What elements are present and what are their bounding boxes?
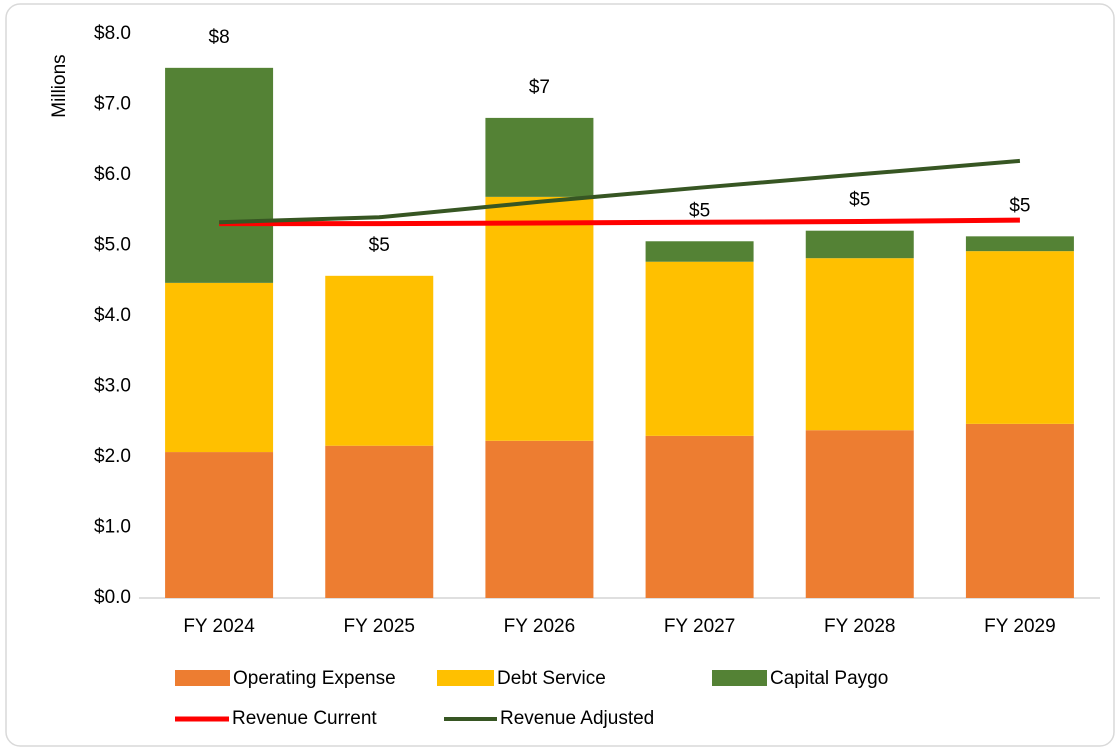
x-tick-label: FY 2029: [984, 616, 1055, 637]
y-tick-label: $7.0: [94, 94, 131, 115]
bar-segment: [165, 67, 274, 283]
total-label: $7: [529, 77, 550, 98]
legend-label: Debt Service: [497, 668, 606, 689]
y-tick-label: $1.0: [94, 517, 131, 538]
bar-segment: [485, 117, 594, 197]
line: [219, 217, 1020, 227]
x-tick-label: FY 2026: [504, 616, 575, 637]
bar-segment: [645, 435, 754, 598]
legend-swatch: [437, 670, 494, 686]
total-label: $5: [689, 200, 710, 221]
line: [219, 158, 1021, 225]
x-tick-label: FY 2025: [344, 616, 415, 637]
y-tick-label: $6.0: [94, 164, 131, 185]
total-label: $8: [209, 27, 230, 48]
bar-segment: [805, 258, 914, 431]
legend-label: Revenue Adjusted: [500, 708, 654, 729]
bar-segment: [165, 282, 274, 453]
bar-segment: [485, 196, 594, 441]
bar-segment: [645, 241, 754, 262]
bar-segment: [645, 261, 754, 436]
bar-segment: [805, 230, 914, 259]
bar-segment: [965, 251, 1074, 424]
y-tick-label: $2.0: [94, 446, 131, 467]
y-tick-label: $4.0: [94, 305, 131, 326]
legend-swatch: [175, 670, 230, 686]
x-tick-label: FY 2024: [183, 616, 255, 637]
total-label: $5: [849, 190, 870, 211]
bar-segment: [325, 445, 434, 598]
bar-segment: [485, 440, 594, 598]
legend-label: Capital Paygo: [770, 668, 888, 689]
total-label: $5: [369, 235, 390, 256]
total-label: $5: [1009, 195, 1030, 216]
bar-segment: [805, 430, 914, 598]
bar-segment: [325, 275, 434, 446]
legend: Operating Expense Debt Service Capital P…: [175, 668, 888, 729]
y-axis-label: Millions: [49, 54, 70, 117]
legend-swatch: [712, 670, 767, 686]
y-tick-label: $8.0: [94, 23, 131, 44]
legend-label: Operating Expense: [233, 668, 396, 689]
y-tick-label: $3.0: [94, 376, 131, 397]
x-tick-label: FY 2028: [824, 616, 895, 637]
legend-label: Revenue Current: [232, 708, 377, 729]
bar-segment: [965, 423, 1074, 598]
bar-segment: [165, 452, 274, 598]
y-tick-label: $0.0: [94, 587, 131, 608]
bar-segment: [965, 236, 1074, 252]
x-tick-label: FY 2027: [664, 616, 735, 637]
y-tick-label: $5.0: [94, 235, 131, 256]
